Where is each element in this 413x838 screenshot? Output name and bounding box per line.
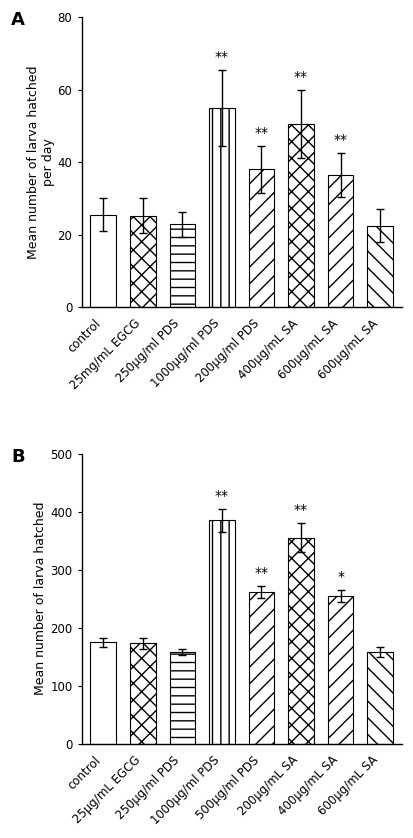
Bar — [90, 642, 116, 744]
Bar — [288, 124, 314, 308]
Bar — [367, 225, 393, 308]
Text: **: ** — [215, 49, 229, 64]
Text: **: ** — [254, 566, 268, 580]
Bar — [288, 538, 314, 744]
Bar — [209, 107, 235, 308]
Text: A: A — [11, 11, 25, 29]
Text: B: B — [11, 447, 25, 466]
Bar — [249, 592, 274, 744]
Text: **: ** — [254, 126, 268, 140]
Text: **: ** — [294, 504, 308, 517]
Bar — [130, 644, 156, 744]
Text: **: ** — [334, 133, 348, 147]
Text: *: * — [337, 570, 344, 584]
Text: **: ** — [215, 489, 229, 503]
Bar — [90, 215, 116, 308]
Y-axis label: Mean number of larva hatched
per day: Mean number of larva hatched per day — [27, 65, 55, 259]
Text: **: ** — [294, 70, 308, 84]
Bar — [130, 215, 156, 308]
Bar — [169, 652, 195, 744]
Bar — [249, 169, 274, 308]
Bar — [209, 520, 235, 744]
Bar — [367, 652, 393, 744]
Y-axis label: Mean number of larva hatched: Mean number of larva hatched — [34, 502, 47, 696]
Bar — [169, 225, 195, 308]
Bar — [328, 175, 354, 308]
Bar — [328, 596, 354, 744]
